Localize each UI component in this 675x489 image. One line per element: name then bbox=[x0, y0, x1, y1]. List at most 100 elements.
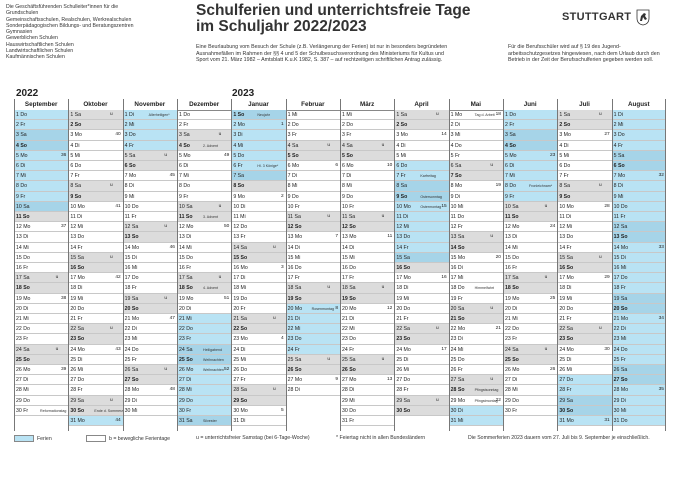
day-number: 8 Do bbox=[179, 183, 190, 190]
day-number: 10 Sa bbox=[16, 203, 30, 210]
day-number: 30 Fr bbox=[179, 407, 192, 414]
day-number: 9 Do bbox=[342, 193, 353, 200]
day-cell: 4 So bbox=[503, 140, 558, 151]
day-number: 23 Do bbox=[287, 336, 302, 343]
day-cell: 13 Do bbox=[68, 232, 123, 243]
month-oktober: Oktober 1 Sa u 2 So 3 Mo 40 4 Di 5 Mi 6 Do 7 Fr 8 … bbox=[68, 99, 123, 431]
day-cell: 16 Mi bbox=[611, 263, 666, 274]
bewegliche-swatch bbox=[86, 435, 106, 442]
day-cell: 31 Do bbox=[611, 416, 666, 427]
day-number: 3 Di bbox=[233, 132, 243, 139]
unterrichtsfrei-marker: u bbox=[272, 387, 276, 393]
day-number: 29 Sa bbox=[70, 397, 84, 404]
unterrichtsfrei-marker: u bbox=[109, 112, 113, 117]
day-cell: 2 Fr bbox=[503, 120, 558, 131]
day-number: 19 Sa bbox=[124, 295, 139, 302]
day-number: 31 Mo bbox=[559, 418, 574, 424]
day-number: 28 Mo bbox=[124, 387, 140, 394]
day-event: Ende d. Sommerzeit bbox=[94, 408, 122, 413]
day-number: 13 Do bbox=[396, 234, 411, 241]
day-number: 25 Di bbox=[396, 356, 409, 363]
day-number: 10 Mi bbox=[450, 203, 464, 210]
week-number: 34 bbox=[658, 316, 664, 321]
school-type-2: Gemeinschaftsschulen, Realschulen, Werkr… bbox=[6, 16, 132, 23]
week-number: 52 bbox=[223, 367, 230, 372]
day-number: 19 Mi bbox=[559, 295, 573, 302]
day-number: 17 Fr bbox=[342, 275, 355, 282]
day-number: 5 Sa bbox=[124, 152, 136, 159]
day-cell: 5 Sa u bbox=[122, 150, 177, 161]
day-cell: 18 Fr bbox=[611, 283, 666, 294]
day-number: 21 Mo bbox=[124, 316, 140, 322]
day-cell: 10 Do bbox=[122, 202, 177, 212]
day-cell: 1 Sa u bbox=[68, 110, 123, 121]
day-cell: 27 Sa u bbox=[448, 375, 503, 386]
day-cell: 17 Fr bbox=[285, 273, 340, 284]
day-event: Hl. 3 Könige* bbox=[257, 164, 279, 168]
day-cell: 26 Mo 39 bbox=[14, 365, 69, 376]
day-number: 18 So bbox=[179, 285, 193, 292]
day-number: 5 Fr bbox=[450, 152, 460, 159]
week-number: 6 bbox=[335, 163, 338, 168]
day-number: 27 Di bbox=[179, 377, 192, 384]
day-number: 2 So bbox=[396, 122, 408, 129]
day-cell: 12 Mi bbox=[394, 222, 449, 233]
day-cell: 10 Sa u bbox=[177, 201, 232, 212]
day-number: 11 Sa bbox=[287, 214, 301, 220]
month-divider bbox=[448, 99, 450, 431]
day-number: 7 Di bbox=[342, 173, 352, 180]
day-cell: 16 So bbox=[68, 263, 123, 274]
day-cell: 15 Sa bbox=[394, 252, 449, 263]
day-number: 22 So bbox=[233, 326, 248, 333]
day-number: 5 So bbox=[342, 152, 353, 159]
day-number: 11 Fr bbox=[613, 214, 626, 220]
day-cell: 19 Mi bbox=[394, 294, 449, 304]
unterrichtsfrei-marker: u bbox=[164, 152, 167, 158]
day-cell: 14 Mi bbox=[177, 243, 232, 253]
day-number: 9 Di bbox=[450, 193, 460, 200]
day-cell: 3 Fr bbox=[285, 130, 340, 141]
unterrichtsfrei-marker: u bbox=[327, 142, 330, 148]
day-number: 25 Mi bbox=[233, 356, 247, 363]
day-number: 9 Mi bbox=[613, 193, 624, 200]
day-cell: 19 Mo 25 bbox=[503, 294, 558, 304]
day-cell: 6 Di bbox=[14, 161, 69, 172]
unterrichtsfrei-marker: u bbox=[164, 367, 167, 372]
day-number: 24 Sa bbox=[179, 346, 193, 353]
day-number: 26 Fr bbox=[450, 367, 463, 373]
day-cell: 2 So bbox=[557, 120, 612, 131]
day-number: 20 Sa bbox=[450, 305, 465, 312]
day-cell: 14 Sa u bbox=[231, 242, 286, 253]
day-cell: 1 Do bbox=[14, 110, 69, 121]
day-number: 20 Di bbox=[16, 305, 29, 312]
day-number: 25 Fr bbox=[613, 356, 626, 363]
day-number: 2 Mi bbox=[613, 122, 624, 129]
day-cell: 26 So bbox=[340, 365, 395, 376]
day-number: 2 Mo bbox=[233, 122, 245, 129]
day-cell: 15 Do bbox=[503, 253, 558, 263]
week-number: 25 bbox=[549, 295, 556, 301]
day-cell: 2 Fr bbox=[14, 120, 69, 131]
day-cell: 27 Mo 13 bbox=[340, 375, 395, 386]
day-cell: 25 Sa u bbox=[285, 354, 340, 365]
month-juni: Juni 1 Do 2 Fr 3 Sa 4 So 5 Mo 23 6 Di 7 Mi 8 Do Fr… bbox=[503, 99, 558, 431]
day-number: 8 Sa bbox=[559, 183, 570, 190]
day-cell: 4 Di bbox=[68, 141, 123, 151]
day-cell: 16 Do bbox=[340, 263, 395, 274]
day-number: 24 Mo bbox=[70, 346, 85, 353]
day-cell: 28 So Pfingstsonntag bbox=[448, 385, 503, 396]
day-cell: 22 Do bbox=[503, 324, 558, 335]
leave-note: Eine Beurlaubung vom Besuch der Schule (… bbox=[196, 44, 448, 64]
day-cell: 9 So bbox=[557, 191, 612, 202]
day-cell: 22 Sa u bbox=[394, 324, 449, 335]
day-number: 21 Fr bbox=[559, 316, 572, 322]
day-number: 7 Sa bbox=[233, 173, 244, 180]
day-cell: 3 Sa bbox=[14, 130, 69, 141]
day-number: 28 Sa bbox=[233, 387, 247, 394]
day-number: 10 Do bbox=[613, 203, 628, 210]
day-number: 23 So bbox=[559, 336, 574, 343]
day-number: 21 Mo bbox=[613, 316, 629, 322]
day-number: 18 Di bbox=[70, 285, 83, 292]
legend-bewegliche: b = bewegliche Ferientage bbox=[86, 435, 170, 442]
day-cell: 9 Di bbox=[448, 192, 503, 202]
